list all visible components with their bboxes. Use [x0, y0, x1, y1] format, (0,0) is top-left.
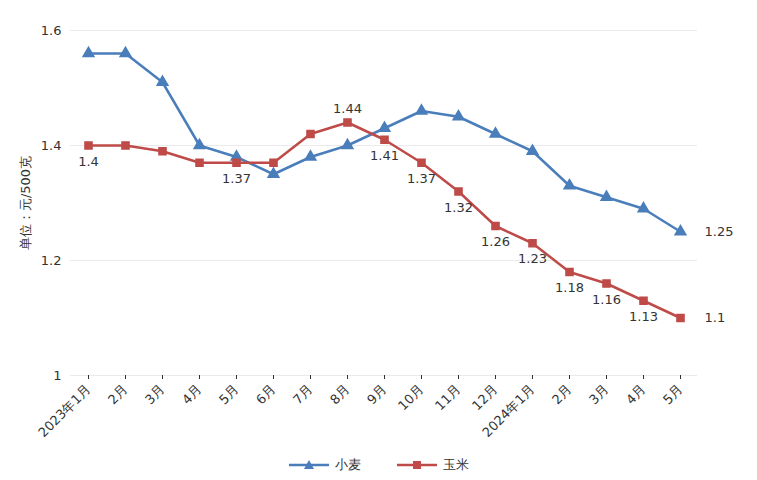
svg-text:10月: 10月 — [395, 382, 426, 413]
svg-text:3月: 3月 — [142, 382, 168, 408]
svg-text:11月: 11月 — [432, 382, 463, 413]
svg-text:1.44: 1.44 — [333, 101, 362, 116]
svg-text:5月: 5月 — [660, 382, 686, 408]
svg-text:1.4: 1.4 — [78, 154, 99, 169]
svg-text:1.16: 1.16 — [592, 292, 621, 307]
svg-text:1.41: 1.41 — [370, 148, 399, 163]
svg-text:9月: 9月 — [364, 382, 390, 408]
svg-text:1.2: 1.2 — [41, 253, 62, 268]
svg-text:6月: 6月 — [253, 382, 279, 408]
svg-text:1.23: 1.23 — [518, 251, 547, 266]
svg-text:1.26: 1.26 — [481, 234, 510, 249]
svg-text:1.32: 1.32 — [444, 200, 473, 215]
svg-text:1.25: 1.25 — [705, 224, 734, 239]
html-text:玉米: 玉米 — [442, 457, 469, 472]
svg-text:12月: 12月 — [469, 382, 500, 413]
svg-text:1.37: 1.37 — [222, 171, 251, 186]
svg-text:1.1: 1.1 — [705, 310, 726, 325]
html-text:小麦: 小麦 — [334, 457, 361, 472]
svg-text:1.6: 1.6 — [41, 23, 62, 38]
svg-text:8月: 8月 — [327, 382, 353, 408]
svg-text:1: 1 — [53, 368, 61, 383]
svg-text:5月: 5月 — [216, 382, 242, 408]
svg-text:2月: 2月 — [549, 382, 575, 408]
svg-text:1.13: 1.13 — [629, 309, 658, 324]
svg-text:2023年1月: 2023年1月 — [35, 382, 93, 440]
svg-text:1.4: 1.4 — [41, 138, 62, 153]
svg-text:2024年1月: 2024年1月 — [479, 382, 537, 440]
svg-text:单位：元/500克: 单位：元/500克 — [18, 156, 33, 250]
svg-text:1.18: 1.18 — [555, 280, 584, 295]
svg-text:2月: 2月 — [105, 382, 131, 408]
svg-text:1.37: 1.37 — [407, 171, 436, 186]
svg-text:4月: 4月 — [179, 382, 205, 408]
svg-text:3月: 3月 — [586, 382, 612, 408]
svg-text:7月: 7月 — [290, 382, 316, 408]
svg-text:4月: 4月 — [623, 382, 649, 408]
